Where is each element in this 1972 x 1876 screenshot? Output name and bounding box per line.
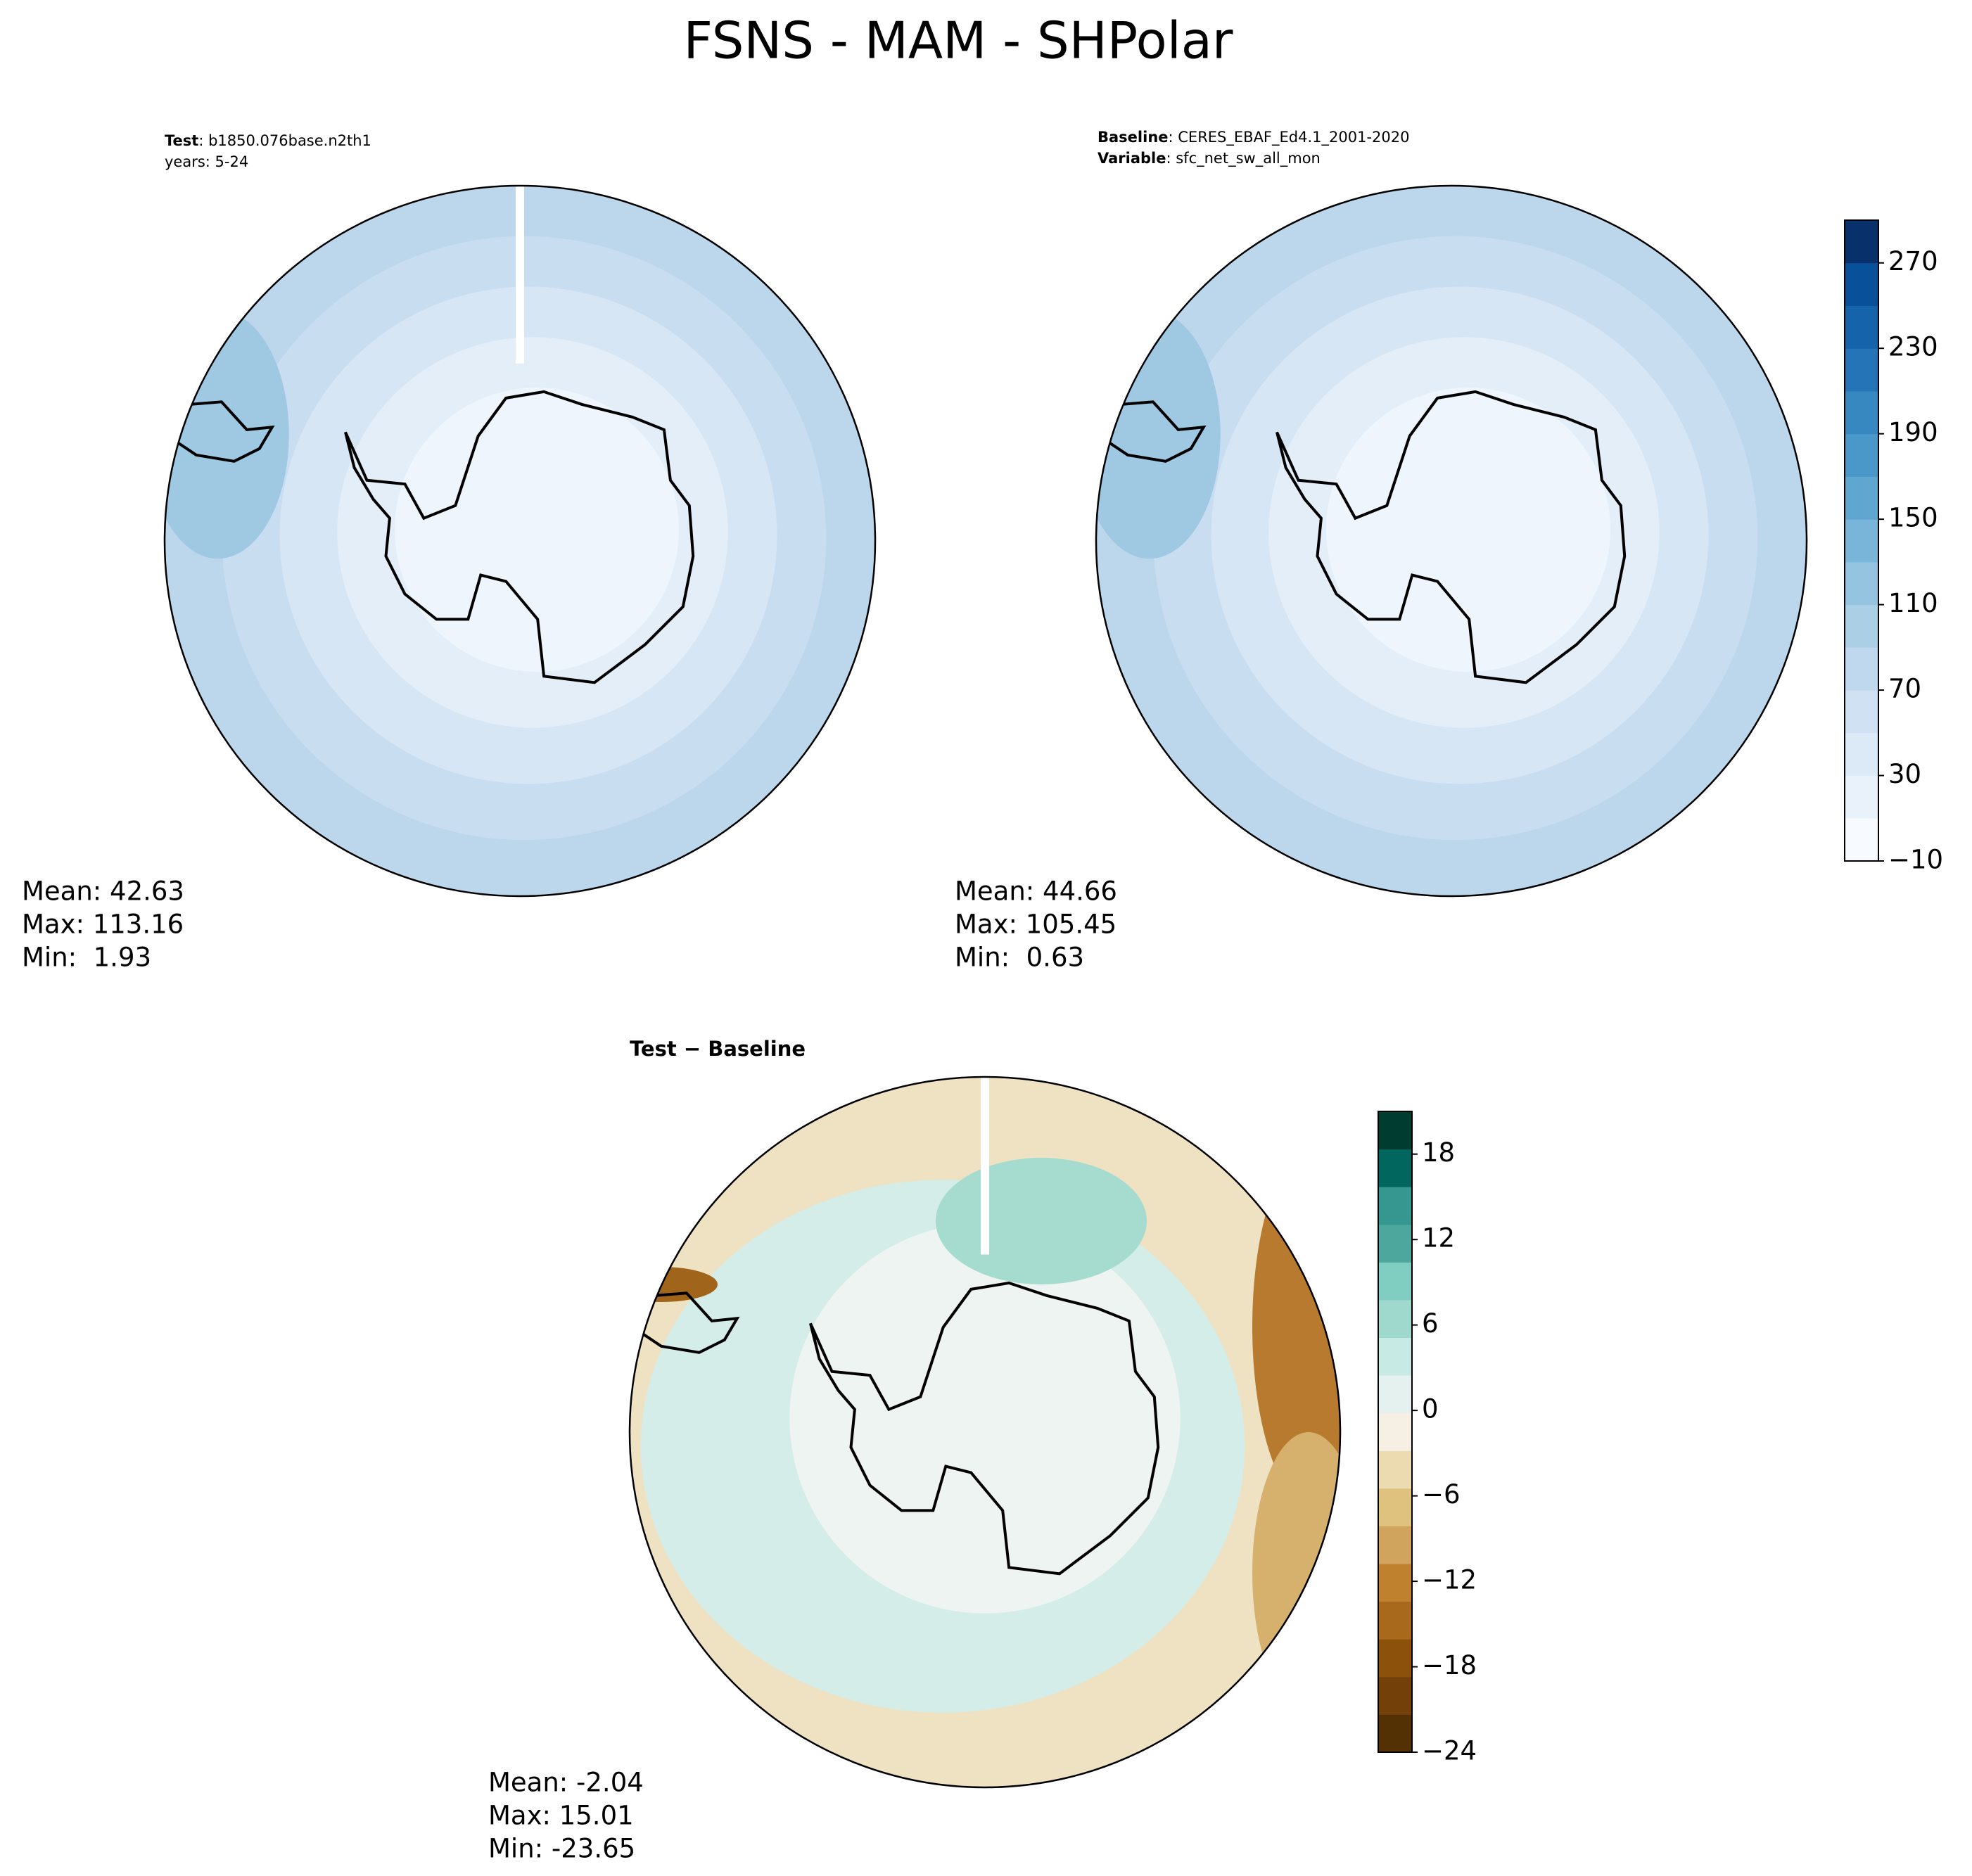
stat-line: Max: 113.16 bbox=[22, 910, 184, 940]
colorbar-band bbox=[1378, 1149, 1412, 1187]
coastline bbox=[809, 1281, 1160, 1576]
colorbar-band bbox=[1845, 390, 1878, 435]
colorbar-tick-label: 12 bbox=[1422, 1223, 1455, 1253]
colorbar-band bbox=[1845, 262, 1878, 306]
info-text: Test − Baseline bbox=[630, 1037, 806, 1061]
colorbar-tick-label: 30 bbox=[1888, 759, 1921, 789]
map-border bbox=[628, 1076, 1342, 1789]
stat-line: Max: 105.45 bbox=[955, 910, 1117, 940]
colorbar-band bbox=[1378, 1111, 1412, 1150]
stat-line: Min: 0.63 bbox=[955, 943, 1084, 973]
colorbar-tick-label: −24 bbox=[1422, 1736, 1477, 1766]
colorbar-frame bbox=[1844, 219, 1879, 862]
panel-info: years: 5-24 bbox=[165, 153, 248, 170]
colorbar-band bbox=[1845, 476, 1878, 520]
colorbar-band bbox=[1845, 690, 1878, 734]
map-field bbox=[789, 1223, 1181, 1614]
colorbar-band bbox=[1845, 305, 1878, 349]
info-text: Test bbox=[165, 132, 198, 149]
info-text: : sfc_net_sw_all_mon bbox=[1166, 150, 1320, 167]
colorbar-band bbox=[1845, 561, 1878, 606]
map-border bbox=[163, 184, 877, 898]
colorbar-band bbox=[1378, 1601, 1412, 1640]
coastline bbox=[344, 390, 695, 684]
info-text: : CERES_EBAF_Ed4.1_2001-2020 bbox=[1169, 129, 1410, 146]
missing-strip bbox=[516, 186, 524, 364]
map-field bbox=[395, 388, 679, 672]
stat-line: Min: 1.93 bbox=[22, 943, 151, 973]
colorbar-tick-label: 18 bbox=[1422, 1137, 1455, 1168]
missing-strip bbox=[981, 1077, 989, 1255]
colorbar-tick-label: 6 bbox=[1422, 1308, 1439, 1339]
colorbar-band bbox=[1378, 1337, 1412, 1376]
coastline bbox=[175, 400, 275, 463]
colorbar-band bbox=[1845, 775, 1878, 819]
colorbar-tick-label: 150 bbox=[1888, 503, 1938, 533]
colorbar-band bbox=[1845, 604, 1878, 648]
map bbox=[1096, 186, 1807, 896]
colorbar-tick-label: 0 bbox=[1422, 1394, 1439, 1424]
stat-line: Mean: 44.66 bbox=[955, 876, 1117, 907]
colorbar-frame bbox=[1378, 1111, 1413, 1753]
colorbar-band bbox=[1845, 220, 1878, 264]
colorbar-band bbox=[1378, 1375, 1412, 1414]
colorbar-band bbox=[1378, 1299, 1412, 1339]
colorbar-band bbox=[1845, 818, 1878, 862]
map-field bbox=[1326, 388, 1610, 672]
map bbox=[165, 186, 875, 896]
info-text: Baseline bbox=[1098, 129, 1169, 146]
colorbar-band bbox=[1378, 1676, 1412, 1715]
colorbar-band bbox=[1845, 647, 1878, 691]
colorbar-band bbox=[1378, 1224, 1412, 1263]
colorbar-tick-label: 110 bbox=[1888, 588, 1938, 618]
stat-line: Min: -23.65 bbox=[488, 1834, 635, 1864]
colorbar-band bbox=[1378, 1639, 1412, 1678]
panel-info: Test: b1850.076base.n2th1 bbox=[165, 132, 371, 149]
colorbar-band bbox=[1845, 732, 1878, 777]
figure-title: FSNS - MAM - SHPolar bbox=[684, 11, 1233, 70]
colorbar-band bbox=[1378, 1714, 1412, 1753]
colorbar-tick-label: −6 bbox=[1422, 1479, 1461, 1510]
panel-info: Variable: sfc_net_sw_all_mon bbox=[1098, 150, 1321, 167]
colorbar-band bbox=[1845, 348, 1878, 392]
colorbar-tick-label: −12 bbox=[1422, 1565, 1477, 1595]
colorbar-tick-label: 230 bbox=[1888, 332, 1938, 362]
colorbar-band bbox=[1378, 1564, 1412, 1602]
stat-line: Mean: -2.04 bbox=[488, 1768, 644, 1798]
stat-line: Max: 15.01 bbox=[488, 1801, 634, 1831]
coastline bbox=[1276, 390, 1627, 684]
colorbar-band bbox=[1378, 1450, 1412, 1489]
map-field bbox=[936, 1158, 1147, 1284]
colorbar-band bbox=[1845, 519, 1878, 563]
colorbar-band bbox=[1378, 1488, 1412, 1526]
map-border bbox=[1095, 184, 1808, 898]
map bbox=[630, 1077, 1340, 1787]
info-text: : b1850.076base.n2th1 bbox=[198, 132, 371, 149]
colorbar-tick-label: 270 bbox=[1888, 246, 1938, 276]
panel-info: Baseline: CERES_EBAF_Ed4.1_2001-2020 bbox=[1098, 129, 1409, 146]
colorbar-band bbox=[1378, 1412, 1412, 1451]
info-text: years: 5-24 bbox=[165, 153, 248, 170]
coastline bbox=[1107, 400, 1207, 463]
colorbar-band bbox=[1845, 433, 1878, 477]
colorbar-tick-label: −10 bbox=[1888, 845, 1943, 875]
colorbar-band bbox=[1378, 1187, 1412, 1225]
colorbar-tick-label: −18 bbox=[1422, 1650, 1477, 1680]
colorbar-band bbox=[1378, 1262, 1412, 1301]
map-field bbox=[1252, 1432, 1340, 1714]
panel-info: Test − Baseline bbox=[630, 1037, 806, 1061]
colorbar-band bbox=[1378, 1526, 1412, 1564]
colorbar-tick-label: 190 bbox=[1888, 417, 1938, 447]
coastline bbox=[640, 1291, 740, 1354]
stat-line: Mean: 42.63 bbox=[22, 876, 184, 907]
colorbar-tick-label: 70 bbox=[1888, 674, 1921, 704]
info-text: Variable bbox=[1098, 150, 1166, 167]
